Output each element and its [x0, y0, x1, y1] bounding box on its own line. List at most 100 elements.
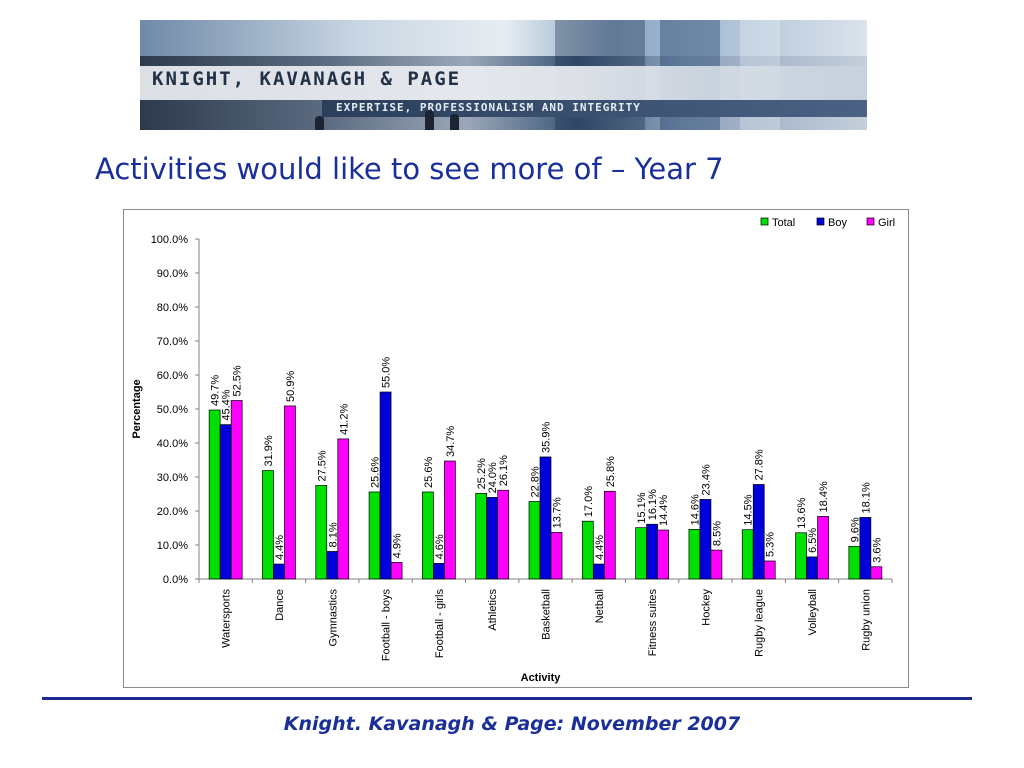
- data-label: 23.4%: [700, 464, 712, 495]
- data-label: 4.4%: [594, 535, 606, 560]
- x-tick-label: Netball: [594, 589, 606, 623]
- data-label: 8.1%: [327, 522, 339, 547]
- data-label: 25.6%: [423, 457, 435, 488]
- y-axis-title: Percentage: [131, 379, 143, 438]
- bar-chart: 0.0% 10.0% 20.0% 30.0% 40.0% 50.0% 60.0% 70.0% 8…: [131, 217, 895, 684]
- bar-girl: [763, 560, 776, 580]
- bar-girl: [444, 460, 456, 580]
- bar-boy: [433, 563, 445, 580]
- y-tick-label: 20.0%: [157, 506, 188, 518]
- data-label: 25.6%: [370, 457, 382, 488]
- legend-swatch-total: [760, 217, 769, 226]
- data-label: 13.7%: [552, 497, 564, 528]
- banner-sky: [140, 20, 867, 56]
- data-label: 52.5%: [232, 365, 244, 396]
- data-label: 4.6%: [434, 534, 446, 559]
- data-label: 22.8%: [530, 466, 542, 497]
- x-tick-label: Volleyball: [807, 589, 819, 635]
- bar-boy: [806, 556, 818, 580]
- bar-total: [795, 532, 807, 580]
- bar-boy: [326, 551, 339, 580]
- x-axis-title: Activity: [521, 672, 562, 684]
- bar-total: [635, 527, 647, 580]
- x-tick-label: Gymnastics: [327, 589, 339, 647]
- bar-total: [581, 520, 594, 580]
- bar-boy: [486, 497, 499, 580]
- y-tick-label: 100.0%: [151, 234, 189, 246]
- bar-girl: [390, 561, 403, 580]
- data-label: 14.5%: [743, 494, 755, 525]
- bar-girl: [337, 438, 350, 580]
- data-label: 41.2%: [338, 404, 350, 435]
- x-tick-label: Rugby union: [860, 589, 872, 651]
- data-label: 18.1%: [860, 482, 872, 513]
- data-label: 18.4%: [818, 481, 830, 512]
- y-tick-label: 70.0%: [157, 336, 188, 348]
- data-label: 34.7%: [445, 426, 457, 457]
- bar-boy: [699, 499, 712, 580]
- bar-girl: [657, 529, 669, 580]
- data-label: 5.3%: [765, 532, 777, 557]
- y-tick-label: 30.0%: [157, 472, 188, 484]
- legend-swatch-boy: [816, 217, 825, 226]
- y-tick-label: 50.0%: [157, 404, 188, 416]
- y-tick-label: 40.0%: [157, 438, 188, 450]
- bar-boy: [219, 424, 232, 580]
- data-label: 14.4%: [658, 495, 670, 526]
- x-tick-label: Fitness suites: [647, 589, 659, 657]
- data-label: 14.6%: [689, 494, 701, 525]
- data-label: 45.4%: [221, 389, 233, 420]
- legend-swatch-girl: [866, 217, 875, 226]
- company-tagline: EXPERTISE, PROFESSIONALISM AND INTEGRITY: [336, 101, 641, 114]
- bar-total: [848, 546, 861, 580]
- x-tick-label: Rugby league: [754, 589, 766, 657]
- bar-total: [688, 529, 701, 580]
- data-label: 55.0%: [381, 357, 393, 388]
- x-tick-label: Basketball: [541, 589, 553, 640]
- bar-total: [262, 470, 274, 580]
- y-tick-label: 60.0%: [157, 370, 188, 382]
- bar-girl: [817, 516, 829, 580]
- y-tick-label: 90.0%: [157, 268, 188, 280]
- y-tick-label: 0.0%: [163, 574, 188, 586]
- data-label: 15.1%: [636, 492, 648, 523]
- bar-total: [422, 491, 434, 580]
- bar-boy: [539, 456, 552, 580]
- data-label: 27.5%: [316, 450, 328, 481]
- data-label: 31.9%: [263, 435, 275, 466]
- x-tick-label: Dance: [274, 589, 286, 621]
- slide-title: Activities would like to see more of – Y…: [95, 152, 724, 186]
- bar-total: [741, 529, 754, 580]
- legend-label-girl: Girl: [878, 217, 895, 229]
- bar-boy: [646, 523, 658, 580]
- bar-boy: [273, 563, 285, 580]
- company-name: KNIGHT, KAVANAGH & PAGE: [152, 68, 462, 90]
- data-label: 3.6%: [871, 537, 883, 562]
- bar-total: [368, 491, 381, 580]
- legend-label-total: Total: [772, 217, 795, 229]
- x-tick-label: Football - boys: [381, 589, 393, 662]
- bar-girl: [497, 489, 510, 580]
- banner-person: [425, 110, 434, 130]
- data-label: 13.6%: [796, 497, 808, 528]
- data-label: 50.9%: [285, 371, 297, 402]
- legend-label-boy: Boy: [828, 217, 847, 229]
- data-label: 4.4%: [274, 535, 286, 560]
- banner-person: [315, 116, 324, 130]
- data-label: 26.1%: [498, 455, 510, 486]
- footer-divider: [42, 697, 972, 700]
- x-tick-label: Watersports: [221, 589, 233, 648]
- data-label: 25.2%: [476, 458, 488, 489]
- bar-boy: [379, 391, 392, 580]
- header-banner: KNIGHT, KAVANAGH & PAGE EXPERTISE, PROFE…: [140, 20, 867, 130]
- data-label: 49.7%: [210, 375, 222, 406]
- banner-person: [450, 114, 459, 130]
- bar-girl: [870, 566, 883, 580]
- footer-text: Knight. Kavanagh & Page: November 2007: [283, 713, 741, 735]
- chart-frame: 0.0% 10.0% 20.0% 30.0% 40.0% 50.0% 60.0% 70.0% 8…: [123, 209, 909, 688]
- data-label: 6.5%: [807, 528, 819, 553]
- x-tick-label: Football - girls: [434, 589, 446, 659]
- bar-girl: [710, 549, 723, 580]
- data-label: 27.8%: [754, 449, 766, 480]
- y-tick-label: 80.0%: [157, 302, 188, 314]
